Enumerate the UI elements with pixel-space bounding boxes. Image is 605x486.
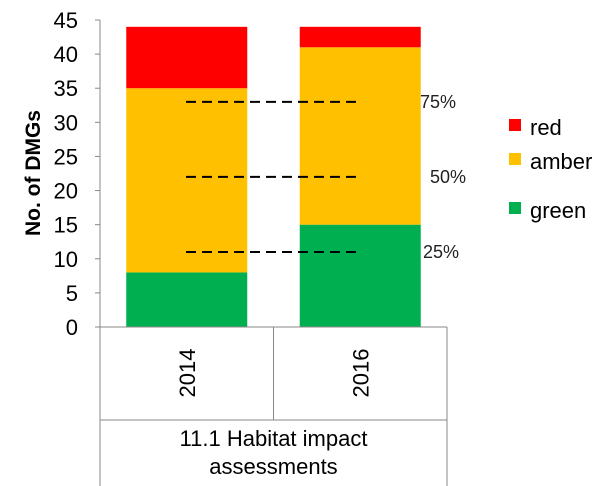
bar-segments: [126, 26, 421, 327]
y-tick-label: 15: [54, 213, 78, 238]
legend-swatch-red: [509, 119, 521, 131]
legend: red amber green: [509, 115, 592, 223]
reference-label: 50%: [430, 167, 466, 187]
y-tick-label: 20: [54, 179, 78, 204]
legend-swatch-green: [509, 202, 521, 214]
y-axis-title: No. of DMGs: [22, 110, 45, 236]
bar-segment-amber-2014: [126, 88, 248, 273]
y-tick-label: 10: [54, 247, 78, 272]
legend-label-amber: amber: [530, 149, 592, 174]
legend-swatch-amber: [509, 153, 521, 165]
legend-label-red: red: [530, 115, 562, 140]
bar-segment-green-2014: [126, 272, 248, 327]
y-tick-label: 35: [54, 76, 78, 101]
bar-segment-amber-2016: [299, 47, 421, 225]
y-axis-title-group: No. of DMGs: [22, 110, 45, 236]
y-tick-label: 25: [54, 144, 78, 169]
reference-label: 25%: [423, 242, 459, 262]
bar-segment-red-2016: [299, 26, 421, 48]
category-label-2016: 2016: [348, 349, 373, 398]
reference-lines: 75% 50% 25%: [186, 92, 466, 262]
y-tick-label: 5: [66, 281, 78, 306]
reference-label: 75%: [420, 92, 456, 112]
group-label: 11.1 Habitat impact assessments: [180, 426, 368, 479]
group-label-line: assessments: [209, 454, 337, 479]
group-label-line: 11.1 Habitat impact: [180, 426, 368, 451]
chart-axes: [95, 19, 448, 486]
y-tick-label: 0: [66, 315, 78, 340]
y-tick-label: 30: [54, 110, 78, 135]
legend-label-green: green: [530, 198, 586, 223]
bar-segment-red-2014: [126, 26, 248, 89]
y-tick-label: 45: [54, 8, 78, 33]
category-label-2014: 2014: [175, 349, 200, 398]
bar-segment-green-2016: [299, 224, 421, 327]
category-labels: 2014 2016: [175, 349, 374, 398]
y-axis-tick-labels: 0 5 10 15 20 25 30 35 40 45: [54, 8, 78, 340]
y-tick-label: 40: [54, 42, 78, 67]
